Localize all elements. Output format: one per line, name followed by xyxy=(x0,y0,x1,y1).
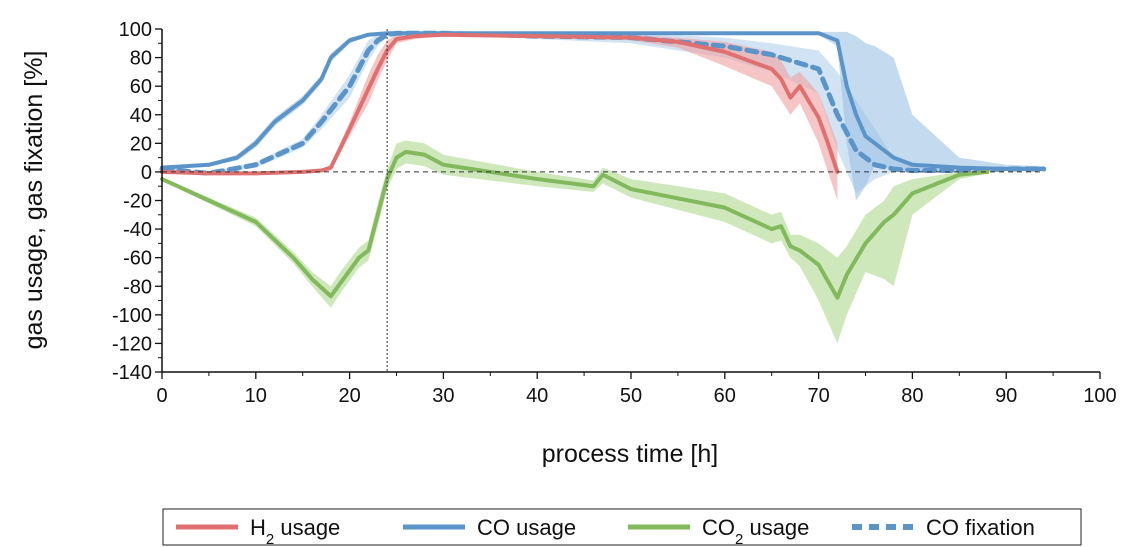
band-co2 xyxy=(162,140,988,344)
y-tick-label: -60 xyxy=(123,248,152,270)
line-co2 xyxy=(160,149,990,300)
band-cofix xyxy=(162,31,1044,194)
y-axis-title: gas usage, gas fixation [%] xyxy=(20,51,48,350)
y-tick-label: -80 xyxy=(123,276,152,298)
line-co xyxy=(160,31,1046,172)
y-tick-label: 60 xyxy=(130,76,152,98)
x-tick-label: 90 xyxy=(995,385,1017,407)
x-axis-title: process time [h] xyxy=(542,440,718,468)
y-tick-label: -40 xyxy=(123,219,152,241)
y-tick-label: 0 xyxy=(141,162,152,184)
legend-label-cofix: CO fixation xyxy=(926,515,1035,540)
line-h2 xyxy=(160,32,840,176)
series-lines xyxy=(159,30,1047,300)
x-tick-label: 10 xyxy=(245,385,267,407)
legend-label-co: CO usage xyxy=(477,515,576,540)
legend: H2 usage CO usage CO2 usage CO fixation xyxy=(162,508,1082,547)
y-tick-label: -120 xyxy=(112,333,152,355)
x-tick-label: 0 xyxy=(156,385,167,407)
y-tick-label: 100 xyxy=(119,19,152,41)
y-tick-label: -100 xyxy=(112,305,152,327)
y-tick-label: 20 xyxy=(130,133,152,155)
x-tick-label: 80 xyxy=(901,385,923,407)
x-tick-label: 40 xyxy=(526,385,548,407)
x-tick-label: 60 xyxy=(714,385,736,407)
x-tick-label: 50 xyxy=(620,385,642,407)
axes xyxy=(155,28,1101,379)
y-tick-label: -140 xyxy=(112,362,152,384)
confidence-bands xyxy=(162,31,1044,344)
x-tick-label: 30 xyxy=(432,385,454,407)
x-tick-label: 20 xyxy=(338,385,360,407)
y-tick-label: 40 xyxy=(130,105,152,127)
x-tick-label: 70 xyxy=(807,385,829,407)
y-tick-label: -20 xyxy=(123,191,152,213)
x-tick-label: 100 xyxy=(1083,385,1116,407)
band-co xyxy=(162,31,1044,201)
tick-labels: 0 10 20 30 40 50 60 70 80 90 100 100 80 60 40 20 0 -20 -40… xyxy=(112,19,1117,407)
y-tick-label: 80 xyxy=(130,48,152,70)
legend-box xyxy=(162,508,1082,546)
